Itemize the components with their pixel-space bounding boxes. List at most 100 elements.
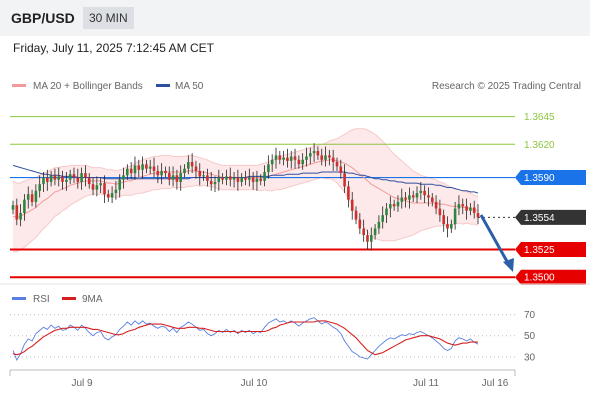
candle-body bbox=[206, 175, 209, 181]
x-ticks: Jul 9 Jul 10 Jul 11 Jul 16 bbox=[71, 378, 508, 389]
candle-body bbox=[251, 177, 255, 182]
candle-body bbox=[209, 180, 213, 185]
candle-body bbox=[324, 155, 327, 160]
level-label-1.3645: 1.3645 bbox=[524, 112, 555, 123]
bb-legend-label: MA 20 + Bollinger Bands bbox=[33, 81, 143, 92]
level-label-1.3525: 1.3525 bbox=[524, 245, 555, 256]
candle-body bbox=[244, 177, 247, 180]
candle-body bbox=[431, 197, 434, 202]
candle-body bbox=[221, 177, 224, 180]
candle-body bbox=[270, 159, 274, 165]
x-tick-label: Jul 16 bbox=[482, 378, 509, 389]
candle-body bbox=[453, 208, 457, 225]
candle-body bbox=[38, 184, 41, 191]
rsi-tick-label-30: 30 bbox=[524, 352, 536, 363]
candle-body bbox=[240, 177, 243, 182]
candle-body bbox=[385, 208, 388, 216]
timeframe-button[interactable]: 30 MIN bbox=[83, 7, 134, 29]
candle-body bbox=[301, 159, 304, 165]
candle-body bbox=[469, 207, 472, 211]
credit-text: Research © 2025 Trading Central bbox=[432, 81, 581, 92]
candle-body bbox=[255, 178, 259, 182]
candle-body bbox=[263, 172, 266, 181]
x-tick-label: Jul 10 bbox=[241, 378, 268, 389]
candle-body bbox=[49, 175, 53, 182]
candle-body bbox=[160, 170, 163, 176]
candle-body bbox=[145, 164, 148, 169]
candlesticks bbox=[11, 143, 480, 251]
candle-body bbox=[84, 173, 87, 178]
candle-body bbox=[354, 210, 358, 220]
candle-body bbox=[389, 204, 392, 209]
candle-body bbox=[476, 213, 480, 218]
candle-body bbox=[472, 207, 476, 213]
level-label-1.3590: 1.3590 bbox=[524, 173, 555, 184]
candle-body bbox=[80, 173, 83, 182]
candle-body bbox=[411, 195, 415, 198]
rsi-lines bbox=[12, 317, 479, 362]
candle-body bbox=[152, 166, 156, 171]
candle-body bbox=[282, 157, 285, 160]
candle-body bbox=[187, 162, 190, 169]
candle-body bbox=[289, 156, 293, 161]
candle-body bbox=[236, 177, 240, 182]
candle-body bbox=[427, 195, 430, 198]
candle-body bbox=[46, 177, 49, 182]
candle-body bbox=[377, 221, 381, 229]
rsi-series-9ma bbox=[12, 320, 478, 356]
candle-body bbox=[141, 164, 144, 170]
candle-body bbox=[232, 177, 236, 180]
candle-body bbox=[194, 166, 198, 171]
forecast-arrow-shaft bbox=[479, 214, 511, 266]
candle-body bbox=[400, 197, 404, 202]
candle-body bbox=[168, 173, 171, 180]
candle-body bbox=[225, 176, 228, 180]
candle-body bbox=[347, 186, 350, 200]
candle-body bbox=[198, 170, 202, 177]
candle-body bbox=[415, 193, 419, 198]
candle-body bbox=[312, 151, 316, 154]
candle-body bbox=[61, 176, 64, 182]
level-tag-1.3525 bbox=[515, 242, 586, 258]
level-label-1.3500: 1.3500 bbox=[524, 273, 555, 284]
candle-body bbox=[408, 195, 411, 200]
rsi-ma-legend-label: 9MA bbox=[82, 294, 103, 305]
rsi-tick-label-70: 70 bbox=[524, 310, 536, 321]
candle-body bbox=[11, 205, 15, 210]
candle-body bbox=[107, 194, 110, 198]
bb-legend-swatch bbox=[12, 84, 26, 87]
level-tags: 1.3645 1.3620 1.3590 1.3554 1.3525 1.3500 bbox=[515, 112, 586, 285]
candle-body bbox=[286, 157, 289, 161]
ma50-legend-swatch bbox=[156, 84, 170, 87]
candle-body bbox=[267, 164, 270, 173]
candle-body bbox=[118, 179, 121, 190]
candle-body bbox=[335, 162, 339, 167]
level-label-1.3620: 1.3620 bbox=[524, 140, 555, 151]
candle-body bbox=[229, 176, 232, 180]
rsi-series-rsi bbox=[12, 317, 479, 362]
candle-body bbox=[53, 175, 57, 180]
level-tag-1.3590 bbox=[515, 170, 586, 186]
candle-body bbox=[461, 204, 465, 207]
candle-body bbox=[183, 168, 186, 174]
candle-body bbox=[148, 166, 152, 169]
candle-body bbox=[171, 175, 175, 180]
candle-body bbox=[446, 224, 449, 229]
ma50-legend-label: MA 50 bbox=[175, 81, 204, 92]
candle-body bbox=[259, 178, 262, 181]
candle-body bbox=[457, 204, 461, 209]
candle-body bbox=[217, 177, 221, 182]
candle-body bbox=[202, 175, 205, 177]
candle-body bbox=[350, 199, 354, 211]
candle-body bbox=[137, 165, 141, 170]
candle-body bbox=[381, 215, 384, 222]
rsi-ma-legend-swatch bbox=[62, 297, 76, 300]
x-tick-label: Jul 9 bbox=[71, 378, 93, 389]
candle-body bbox=[370, 235, 373, 242]
candle-body bbox=[305, 156, 308, 160]
candle-body bbox=[297, 159, 301, 165]
candle-body bbox=[274, 155, 278, 160]
candle-body bbox=[57, 176, 60, 180]
candle-body bbox=[404, 197, 407, 200]
